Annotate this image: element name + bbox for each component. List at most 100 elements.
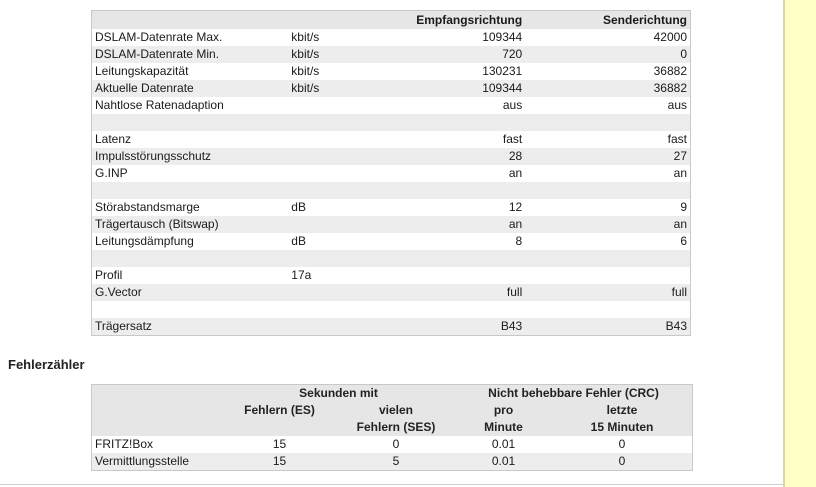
side-panel-strip <box>783 0 816 487</box>
dsl-table-row: Leitungskapazität kbit/s 130231 36882 <box>92 63 690 80</box>
dsl-table-row: DSLAM-Datenrate Max. kbit/s 109344 42000 <box>92 29 690 46</box>
dsl-table-header-row: Empfangsrichtung Senderichtung <box>92 11 690 29</box>
dsl-table-row: DSLAM-Datenrate Min. kbit/s 720 0 <box>92 46 690 63</box>
dsl-row-unit: 17a <box>288 267 375 284</box>
error-row-label: FRITZ!Box <box>92 436 222 453</box>
dsl-row-receive: 28 <box>374 148 526 165</box>
dsl-row-send: full <box>525 284 690 301</box>
dsl-row-receive: an <box>374 216 526 233</box>
dsl-row-label: DSLAM-Datenrate Max. <box>92 29 289 46</box>
dsl-row-receive: fast <box>374 131 526 148</box>
sub-header-blank <box>92 402 222 419</box>
dsl-row-label: Leitungskapazität <box>92 63 289 80</box>
error-row-last-15: 0 <box>552 453 693 470</box>
dsl-info-page: Empfangsrichtung Senderichtung DSLAM-Dat… <box>0 10 783 485</box>
dsl-row-label <box>92 182 289 199</box>
bottom-divider <box>0 484 783 485</box>
dsl-row-receive: full <box>374 284 526 301</box>
dsl-table-row: Störabstandsmarge dB 12 9 <box>92 199 690 216</box>
sub-header-es: Fehlern (ES) <box>222 402 337 419</box>
error-row-label: Vermittlungsstelle <box>92 453 222 470</box>
dsl-row-label <box>92 250 289 267</box>
sub-header-ses-line2: Fehlern (SES) <box>337 419 455 436</box>
dsl-row-send: aus <box>525 97 690 114</box>
dsl-row-receive <box>374 301 526 318</box>
dsl-row-send: B43 <box>525 318 690 335</box>
group-header-seconds-with: Sekunden mit <box>222 385 455 402</box>
dsl-row-unit: kbit/s <box>288 63 375 80</box>
dsl-row-receive <box>374 182 526 199</box>
dsl-row-receive <box>374 250 526 267</box>
dsl-table-row: Leitungsdämpfung dB 8 6 <box>92 233 690 250</box>
dsl-row-label: G.INP <box>92 165 289 182</box>
dsl-row-unit <box>288 182 375 199</box>
dsl-table-row: G.Vector full full <box>92 284 690 301</box>
dsl-row-send <box>525 114 690 131</box>
dsl-table-row <box>92 250 690 267</box>
dsl-row-send <box>525 250 690 267</box>
dsl-row-label: Leitungsdämpfung <box>92 233 289 250</box>
sub-header-ses-line1: vielen <box>337 402 455 419</box>
dsl-table-row: Aktuelle Datenrate kbit/s 109344 36882 <box>92 80 690 97</box>
error-table-body: FRITZ!Box 15 0 0.01 0 Vermittlungsstelle 15 5 0.… <box>92 436 693 470</box>
sub-header-per-minute-line1: pro <box>455 402 552 419</box>
dsl-table-row: Trägertausch (Bitswap) an an <box>92 216 690 233</box>
dsl-row-receive <box>374 267 526 284</box>
dsl-row-receive: 130231 <box>374 63 526 80</box>
dsl-table-row: G.INP an an <box>92 165 690 182</box>
error-row-per-minute: 0.01 <box>455 453 552 470</box>
error-row-es: 15 <box>222 436 337 453</box>
dsl-row-label <box>92 301 289 318</box>
dsl-row-unit: kbit/s <box>288 46 375 63</box>
dsl-row-unit <box>288 318 375 335</box>
error-group-header-row: Sekunden mit Nicht behebbare Fehler (CRC… <box>92 385 693 402</box>
dsl-row-receive: 8 <box>374 233 526 250</box>
dsl-row-unit <box>288 301 375 318</box>
dsl-row-unit: dB <box>288 233 375 250</box>
sub-header-blank-3 <box>222 419 337 436</box>
dsl-row-send: 9 <box>525 199 690 216</box>
dsl-table-row: Nahtlose Ratenadaption aus aus <box>92 97 690 114</box>
dsl-row-send <box>525 267 690 284</box>
dsl-table-body: DSLAM-Datenrate Max. kbit/s 109344 42000 DSL… <box>92 29 690 335</box>
sub-header-per-minute-line2: Minute <box>455 419 552 436</box>
dsl-row-unit <box>288 284 375 301</box>
dsl-row-unit <box>288 114 375 131</box>
group-header-crc: Nicht behebbare Fehler (CRC) <box>455 385 693 402</box>
dsl-table-row <box>92 182 690 199</box>
dsl-row-receive <box>374 114 526 131</box>
dsl-row-send: 27 <box>525 148 690 165</box>
dsl-row-label: Profil <box>92 267 289 284</box>
dsl-row-receive: 109344 <box>374 29 526 46</box>
dsl-row-unit <box>288 165 375 182</box>
dsl-row-receive: B43 <box>374 318 526 335</box>
dsl-row-label <box>92 114 289 131</box>
dsl-row-send: an <box>525 216 690 233</box>
header-receive-direction: Empfangsrichtung <box>374 11 526 29</box>
dsl-line-table: Empfangsrichtung Senderichtung DSLAM-Dat… <box>91 10 691 336</box>
dsl-row-send: 36882 <box>525 80 690 97</box>
dsl-row-unit: kbit/s <box>288 29 375 46</box>
dsl-row-receive: 720 <box>374 46 526 63</box>
dsl-row-send: 36882 <box>525 63 690 80</box>
dsl-row-unit: dB <box>288 199 375 216</box>
dsl-row-unit <box>288 250 375 267</box>
dsl-row-label: DSLAM-Datenrate Min. <box>92 46 289 63</box>
dsl-row-send: 6 <box>525 233 690 250</box>
dsl-table-row: Latenz fast fast <box>92 131 690 148</box>
dsl-row-send <box>525 182 690 199</box>
dsl-row-label: Störabstandsmarge <box>92 199 289 216</box>
group-header-blank <box>92 385 222 402</box>
dsl-row-send: an <box>525 165 690 182</box>
dsl-table-row <box>92 301 690 318</box>
dsl-table-row: Profil 17a <box>92 267 690 284</box>
dsl-row-unit <box>288 131 375 148</box>
error-counter-table: Sekunden mit Nicht behebbare Fehler (CRC… <box>91 384 694 471</box>
dsl-table-row: Trägersatz B43 B43 <box>92 318 690 335</box>
error-row-ses: 5 <box>337 453 455 470</box>
dsl-row-label: Aktuelle Datenrate <box>92 80 289 97</box>
error-row-ses: 0 <box>337 436 455 453</box>
dsl-row-label: G.Vector <box>92 284 289 301</box>
error-row-es: 15 <box>222 453 337 470</box>
dsl-row-label: Nahtlose Ratenadaption <box>92 97 289 114</box>
